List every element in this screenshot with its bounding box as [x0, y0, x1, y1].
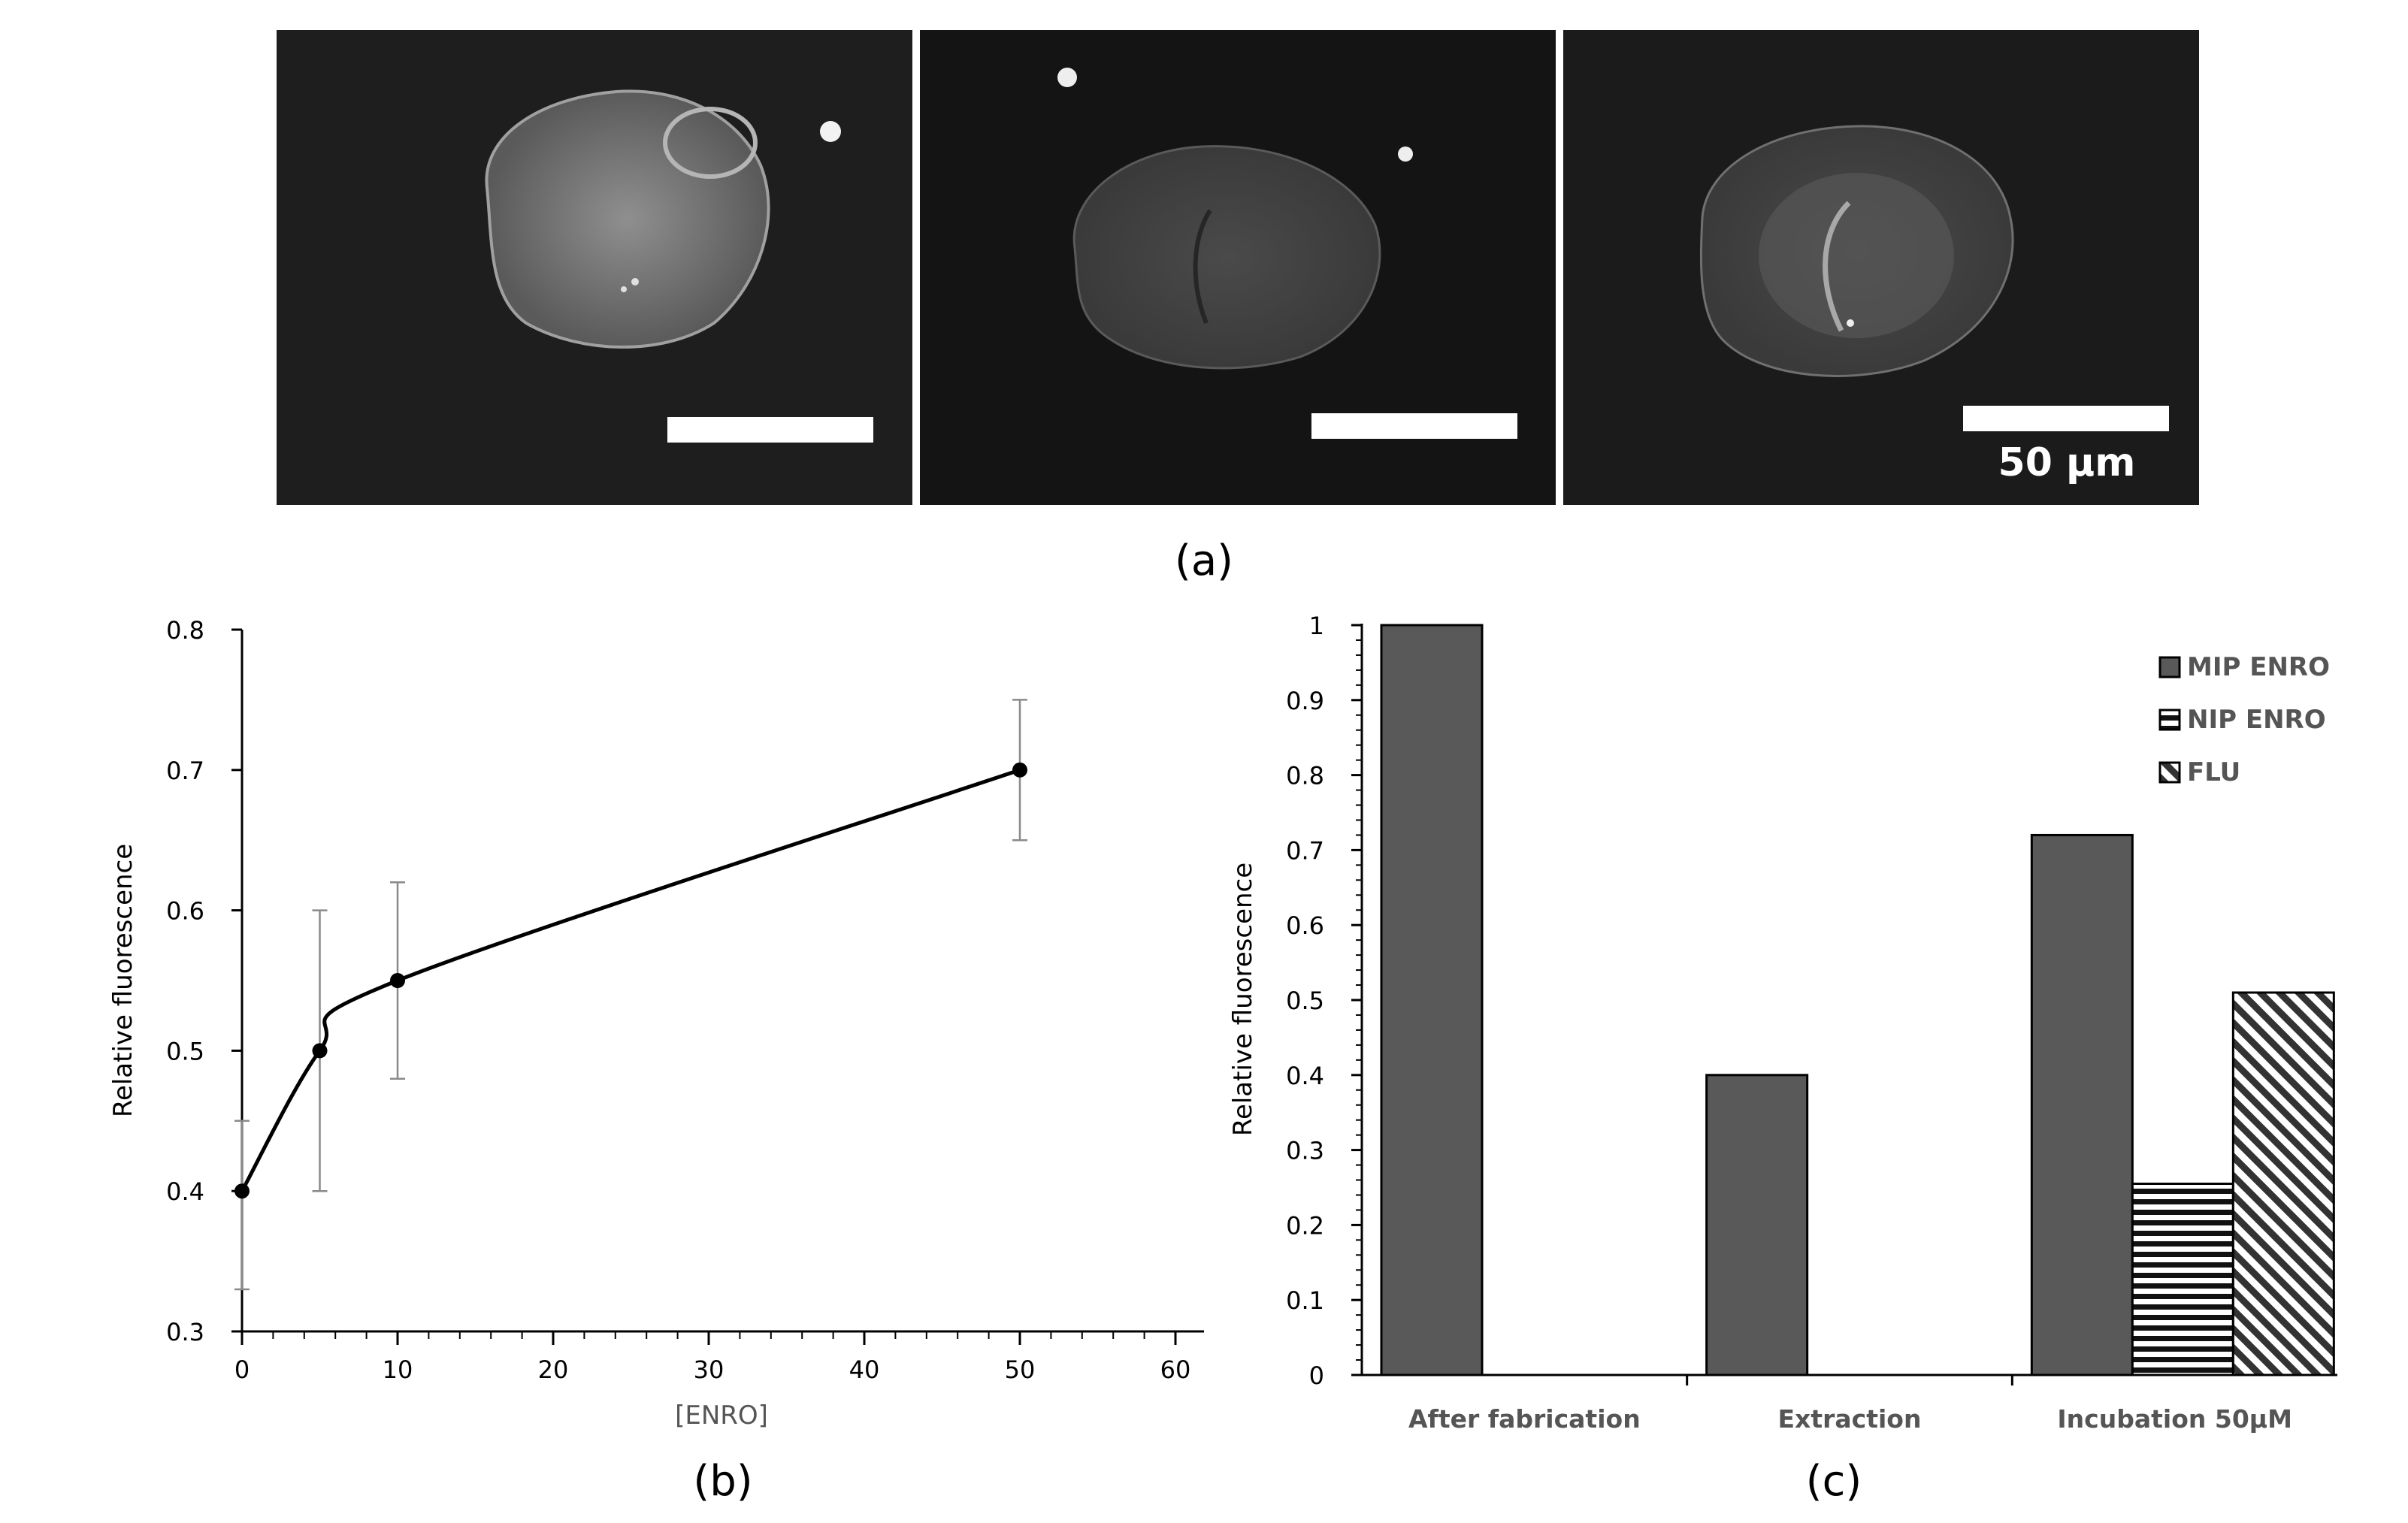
y-tick-label: 0.2	[1286, 1211, 1324, 1240]
y-tick-label: 0.4	[166, 1177, 204, 1206]
legend-label: NIP ENRO	[2187, 705, 2326, 735]
x-axis-label: [ENRO]	[675, 1401, 768, 1431]
y-tick-label: 0.1	[1286, 1286, 1324, 1315]
data-point	[390, 973, 405, 988]
caption-c: (c)	[1806, 1457, 1862, 1506]
y-tick-label: 0.7	[166, 757, 204, 785]
x-category-label: Incubation 50µM	[2057, 1404, 2292, 1434]
bar-mip-enro	[2030, 833, 2134, 1376]
scale-bar	[1963, 406, 2169, 431]
scale-bar	[1311, 413, 1517, 439]
data-point	[1012, 762, 1027, 778]
legend-label: FLU	[2187, 757, 2240, 787]
legend-swatch	[2158, 709, 2181, 731]
caption-b: (b)	[693, 1457, 752, 1506]
micrograph-1	[277, 30, 912, 505]
y-tick-label: 0.7	[1286, 836, 1324, 865]
x-category-label: Extraction	[1778, 1404, 1922, 1434]
scale-bar-label: 50 µm	[1998, 440, 2136, 485]
y-tick-label: 0.8	[166, 616, 204, 645]
y-tick-label: 0.4	[1286, 1062, 1324, 1090]
x-tick-label: 20	[538, 1355, 569, 1384]
y-tick-label: 0.3	[166, 1318, 204, 1346]
legend-label: MIP ENRO	[2187, 652, 2330, 682]
panel-a: 50 µm (a)	[277, 30, 2199, 585]
legend-swatch	[2158, 761, 2181, 784]
series-line	[240, 768, 1021, 1192]
bar-flu	[2231, 991, 2335, 1376]
line-chart: 0.30.40.50.60.70.8 0 10 20 30 40 50 60 [ENRO] …	[108, 616, 1204, 1506]
y-tick-label: 0.9	[1286, 687, 1324, 715]
x-tick-label: 50	[1005, 1355, 1036, 1384]
caption-a: (a)	[1175, 536, 1233, 585]
y-tick-label: 0.5	[1286, 987, 1324, 1015]
x-tick-label: 10	[383, 1355, 413, 1384]
y-tick-label: 0.6	[1286, 911, 1324, 940]
y-tick-label: 1	[1309, 612, 1324, 640]
scale-bar	[667, 417, 873, 443]
bar-mip-enro	[1380, 624, 1484, 1376]
y-tick-label: 0	[1309, 1361, 1324, 1390]
x-tick-label: 0	[234, 1355, 250, 1384]
x-category-label: After fabrication	[1408, 1404, 1641, 1434]
y-axis-label: Relative fluorescence	[1228, 863, 1258, 1136]
y-tick-label: 0.3	[1286, 1137, 1324, 1165]
bar-mip-enro	[1705, 1074, 1809, 1376]
x-tick-label: 40	[849, 1355, 880, 1384]
y-tick-label: 0.6	[166, 897, 204, 926]
y-tick-label: 0.8	[1286, 762, 1324, 790]
data-point	[312, 1043, 328, 1059]
y-tick-label: 0.5	[166, 1037, 204, 1065]
x-tick-label: 60	[1160, 1355, 1191, 1384]
micrograph-3: 50 µm	[1563, 30, 2199, 505]
data-point	[234, 1183, 250, 1199]
micrograph-2	[920, 30, 1556, 505]
x-tick-label: 30	[694, 1355, 725, 1384]
legend-swatch	[2158, 656, 2181, 678]
bar-chart: 0 0.1 0.2 0.3 0.4 0.5 0.6 0.7 0.8 0.9 1 After fabr…	[1228, 612, 2337, 1506]
bar-nip-enro	[2131, 1183, 2234, 1376]
y-axis-label: Relative fluorescence	[108, 844, 138, 1117]
